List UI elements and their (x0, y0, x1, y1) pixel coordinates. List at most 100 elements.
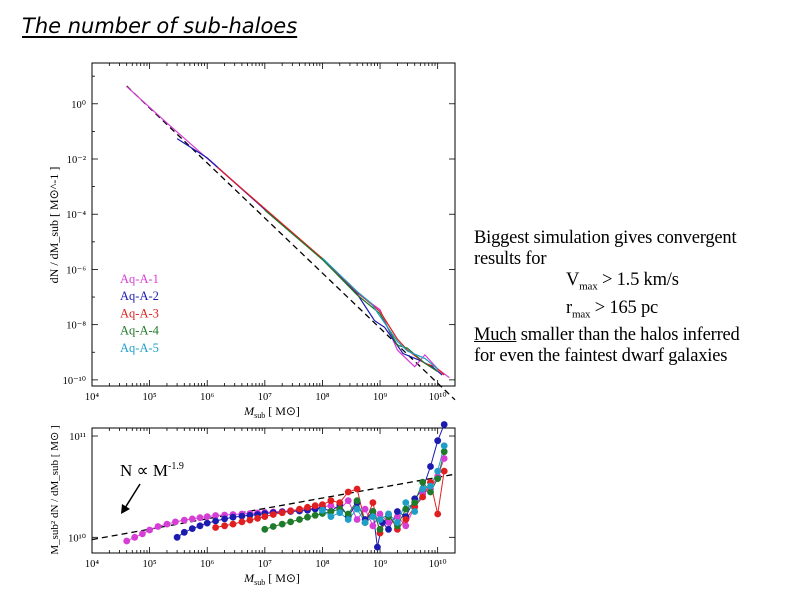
y-tick-label: 10⁻² (67, 155, 86, 166)
data-point-aq-a-2 (238, 512, 246, 520)
data-point-aq-a-2 (221, 515, 229, 523)
bottom-plot-frame (91, 427, 456, 554)
data-point-aq-a-4 (353, 497, 361, 505)
x-tick-label: 10¹⁰ (429, 558, 448, 570)
data-point-aq-a-3 (434, 510, 442, 518)
data-point-aq-a-4 (402, 505, 410, 513)
x-tick-label: 10⁸ (315, 559, 330, 570)
vmax-symbol: V (566, 270, 580, 290)
data-point-aq-a-5 (336, 509, 344, 517)
data-point-aq-a-2 (173, 533, 181, 541)
top-y-axis-label: dN / dM_sub [ M⊙^-1 ] (47, 167, 61, 284)
data-point-aq-a-3 (212, 524, 220, 531)
top-ticks: 10⁴ 10⁵ 10⁶ 10⁷ 10⁸ 10⁹ 10¹⁰ 10⁰ 10⁻² 10⁻⁴ 10⁻⁶ 10⁻… (63, 63, 456, 403)
x-tick-label: 10⁹ (373, 392, 388, 403)
data-point-aq-a-2 (394, 508, 401, 515)
data-point-aq-a-3 (402, 516, 410, 523)
data-point-aq-a-4 (419, 478, 427, 486)
data-point-aq-a-5 (427, 482, 434, 490)
series-line-aq-a-3 (217, 166, 445, 376)
data-point-aq-a-1 (146, 526, 154, 534)
x-tick-label: 10⁶ (200, 392, 215, 403)
data-point-aq-a-4 (434, 475, 442, 482)
series-line-aq-a-5 (322, 445, 445, 524)
legend-entry-aq-a-3: Aq-A-3 (120, 306, 159, 320)
x-tick-label: 10⁵ (143, 392, 158, 403)
slide-title: The number of sub-haloes (22, 14, 298, 38)
data-point-aq-a-5 (327, 513, 335, 520)
data-point-aq-a-5 (319, 506, 326, 514)
data-point-aq-a-4 (296, 516, 303, 523)
data-point-aq-a-5 (434, 467, 442, 475)
data-point-aq-a-2 (427, 463, 434, 470)
data-point-aq-a-4 (327, 508, 335, 515)
data-point-aq-a-1 (327, 502, 335, 510)
data-point-aq-a-1 (154, 523, 162, 530)
x-tick-label: 10¹⁰ (429, 391, 448, 403)
top-panel: 10⁴ 10⁵ 10⁶ 10⁷ 10⁸ 10⁹ 10¹⁰ 10⁰ 10⁻² 10⁻⁴ 10⁻⁶ 10⁻… (47, 62, 456, 420)
notes-line-1: Biggest simulation gives convergent (474, 228, 737, 248)
data-point-aq-a-5 (344, 516, 352, 523)
notes-text: Biggest simulation gives convergent resu… (474, 228, 792, 367)
data-point-aq-a-1 (212, 512, 220, 519)
data-point-aq-a-2 (229, 513, 237, 521)
data-point-aq-a-2 (374, 543, 381, 551)
data-point-aq-a-4 (311, 511, 319, 519)
data-point-aq-a-5 (385, 510, 392, 518)
data-point-aq-a-1 (394, 513, 401, 520)
vmax-value: > 1.5 km/s (601, 270, 679, 290)
data-point-aq-a-3 (327, 497, 335, 505)
data-point-aq-a-1 (353, 516, 361, 523)
legend-entry-aq-a-5: Aq-A-5 (120, 341, 159, 355)
data-point-aq-a-1 (188, 515, 196, 523)
data-point-aq-a-3 (254, 514, 261, 522)
y-tick-label: 10⁻⁴ (66, 210, 86, 221)
data-point-aq-a-4 (261, 525, 269, 533)
data-point-aq-a-5 (361, 519, 369, 526)
data-point-aq-a-3 (278, 509, 286, 517)
series-line-aq-a-4 (264, 209, 439, 373)
data-point-aq-a-4 (269, 523, 277, 530)
data-point-aq-a-1 (369, 522, 377, 530)
data-point-aq-a-3 (296, 505, 303, 513)
power-law-annotation: N ∝ M-1.9 (120, 461, 184, 480)
x-tick-label: 10⁷ (258, 559, 273, 570)
data-point-aq-a-2 (180, 528, 188, 536)
vmax-subscript: max (579, 280, 598, 293)
data-point-aq-a-1 (139, 530, 146, 538)
top-reference-line (126, 85, 456, 401)
data-point-aq-a-4 (344, 510, 352, 518)
notes-emphasis: Much (474, 325, 517, 346)
x-tick-label: 10⁷ (258, 392, 273, 403)
data-point-aq-a-1 (123, 537, 131, 545)
x-tick-label: 10⁸ (315, 392, 330, 403)
data-point-aq-a-2 (212, 517, 220, 525)
data-point-aq-a-3 (261, 513, 269, 520)
data-point-aq-a-2 (385, 525, 392, 533)
bottom-panel: 10⁴ 10⁵ 10⁶ 10⁷ 10⁸ 10⁹ 10¹⁰ 10¹¹ 10¹⁰ M_sub² dN… (49, 421, 456, 587)
annotation-arrow-line (124, 483, 141, 509)
data-point-aq-a-4 (304, 513, 311, 521)
data-point-aq-a-3 (287, 507, 294, 515)
legend: Aq-A-1 Aq-A-2 Aq-A-3 Aq-A-4 Aq-A-5 (120, 272, 160, 355)
notes-line-6: for even the faintest dwarf galaxies (474, 346, 728, 367)
x-tick-label: 10⁹ (373, 559, 388, 570)
rmax-symbol: r (566, 297, 572, 318)
data-point-aq-a-3 (419, 493, 427, 501)
data-point-aq-a-4 (369, 508, 377, 515)
data-point-aq-a-2 (246, 511, 254, 519)
data-point-aq-a-1 (344, 497, 352, 505)
data-point-aq-a-1 (196, 514, 204, 522)
data-point-aq-a-4 (440, 448, 448, 456)
data-point-aq-a-5 (394, 519, 401, 526)
legend-entry-aq-a-1: Aq-A-1 (120, 272, 159, 286)
data-point-aq-a-5 (376, 516, 384, 523)
data-point-aq-a-3 (246, 516, 254, 524)
y-tick-label: 10⁰ (71, 99, 87, 111)
data-point-aq-a-3 (353, 485, 361, 493)
data-point-aq-a-1 (385, 519, 392, 526)
data-point-aq-a-3 (336, 499, 344, 506)
data-point-aq-a-3 (229, 520, 237, 528)
y-tick-label: 10¹¹ (69, 432, 86, 443)
data-point-aq-a-2 (440, 421, 448, 428)
